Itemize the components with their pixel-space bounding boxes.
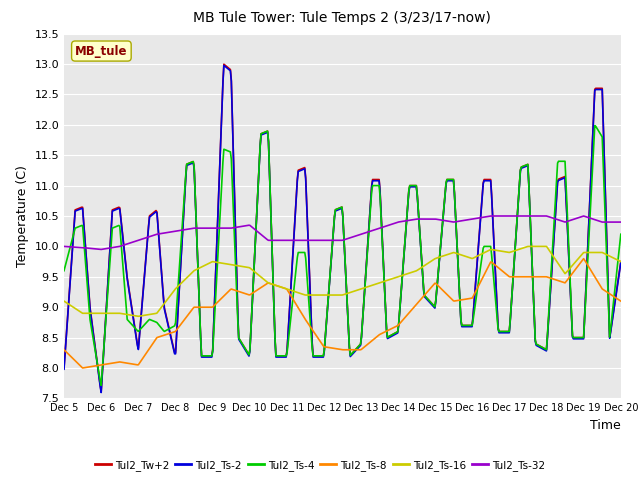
Tul2_Ts-32: [389, 221, 397, 227]
Tul2_Ts-32: [617, 219, 625, 225]
Tul2_Ts-16: [433, 255, 440, 261]
X-axis label: Time: Time: [590, 419, 621, 432]
Tul2_Ts-8: [313, 334, 321, 339]
Tul2_Ts-2: [481, 178, 489, 184]
Line: Tul2_Tw+2: Tul2_Tw+2: [64, 64, 621, 391]
Tul2_Ts-2: [434, 277, 442, 283]
Tul2_Tw+2: [481, 177, 489, 182]
Tul2_Ts-16: [134, 313, 142, 319]
Tul2_Ts-2: [220, 62, 228, 68]
Tul2_Tw+2: [97, 388, 105, 394]
Title: MB Tule Tower: Tule Temps 2 (3/23/17-now): MB Tule Tower: Tule Temps 2 (3/23/17-now…: [193, 12, 492, 25]
Tul2_Ts-4: [97, 383, 105, 388]
Legend: Tul2_Tw+2, Tul2_Ts-2, Tul2_Ts-4, Tul2_Ts-8, Tul2_Ts-16, Tul2_Ts-32: Tul2_Tw+2, Tul2_Ts-2, Tul2_Ts-4, Tul2_Ts…: [91, 456, 549, 475]
Tul2_Ts-2: [97, 390, 105, 396]
Tul2_Ts-32: [488, 213, 495, 219]
Line: Tul2_Ts-32: Tul2_Ts-32: [64, 216, 621, 250]
Tul2_Ts-8: [60, 347, 68, 353]
Tul2_Ts-4: [617, 231, 625, 237]
Tul2_Ts-16: [525, 243, 532, 249]
Line: Tul2_Ts-16: Tul2_Ts-16: [64, 246, 621, 316]
Line: Tul2_Ts-8: Tul2_Ts-8: [64, 259, 621, 368]
Tul2_Ts-4: [433, 287, 440, 292]
Tul2_Ts-32: [60, 243, 68, 249]
Text: MB_tule: MB_tule: [75, 45, 127, 58]
Tul2_Ts-32: [159, 230, 167, 236]
Tul2_Ts-16: [159, 301, 167, 307]
Tul2_Ts-8: [389, 325, 397, 331]
Tul2_Ts-32: [480, 214, 488, 220]
Tul2_Ts-16: [204, 261, 212, 267]
Tul2_Ts-2: [390, 332, 398, 338]
Y-axis label: Temperature (C): Temperature (C): [16, 165, 29, 267]
Tul2_Ts-2: [617, 260, 625, 266]
Tul2_Ts-8: [580, 256, 588, 262]
Tul2_Ts-4: [313, 353, 321, 359]
Tul2_Ts-2: [204, 354, 212, 360]
Tul2_Ts-2: [314, 354, 322, 360]
Tul2_Ts-8: [204, 304, 212, 310]
Tul2_Ts-4: [591, 123, 598, 129]
Tul2_Ts-16: [60, 298, 68, 304]
Tul2_Ts-32: [204, 225, 212, 231]
Tul2_Ts-16: [480, 250, 488, 256]
Tul2_Ts-32: [313, 238, 321, 243]
Tul2_Tw+2: [617, 259, 625, 264]
Tul2_Ts-8: [79, 365, 86, 371]
Tul2_Ts-4: [159, 328, 167, 334]
Tul2_Tw+2: [390, 331, 398, 336]
Tul2_Ts-32: [433, 216, 440, 222]
Tul2_Tw+2: [204, 353, 212, 359]
Tul2_Ts-16: [617, 259, 625, 264]
Line: Tul2_Ts-2: Tul2_Ts-2: [64, 65, 621, 393]
Tul2_Tw+2: [220, 61, 228, 67]
Tul2_Ts-16: [389, 276, 397, 281]
Tul2_Ts-2: [159, 296, 167, 301]
Tul2_Ts-4: [480, 243, 488, 249]
Tul2_Tw+2: [434, 276, 442, 282]
Tul2_Ts-4: [204, 353, 212, 359]
Line: Tul2_Ts-4: Tul2_Ts-4: [64, 126, 621, 385]
Tul2_Ts-32: [97, 247, 105, 252]
Tul2_Ts-8: [159, 333, 167, 338]
Tul2_Tw+2: [60, 365, 68, 371]
Tul2_Ts-2: [60, 366, 68, 372]
Tul2_Ts-4: [389, 331, 397, 337]
Tul2_Ts-8: [433, 282, 440, 288]
Tul2_Ts-16: [313, 292, 321, 298]
Tul2_Ts-8: [617, 298, 625, 304]
Tul2_Tw+2: [159, 294, 167, 300]
Tul2_Ts-8: [480, 272, 488, 278]
Tul2_Tw+2: [314, 353, 322, 359]
Tul2_Ts-4: [60, 268, 68, 274]
